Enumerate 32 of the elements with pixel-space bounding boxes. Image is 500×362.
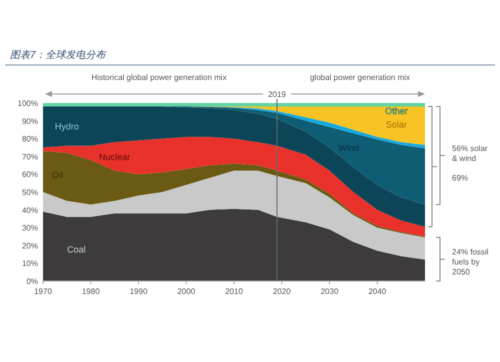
x-tick-label: 2010 bbox=[225, 287, 244, 296]
y-tick-label: 20% bbox=[22, 241, 38, 250]
series-label: Solar bbox=[386, 119, 407, 130]
series-label: Hydro bbox=[54, 122, 79, 132]
series-label: Wind bbox=[338, 143, 359, 154]
title: 图表7：全球发电分布 bbox=[10, 50, 106, 61]
series-label: Coal bbox=[67, 244, 86, 254]
y-tick-label: 60% bbox=[22, 170, 38, 180]
y-tick-label: 10% bbox=[22, 259, 38, 268]
x-tick-label: 1990 bbox=[130, 287, 148, 296]
y-tick-label: 80% bbox=[22, 134, 38, 144]
x-tick-label: 1970 bbox=[34, 287, 52, 296]
y-tick-label: 30% bbox=[22, 224, 38, 233]
y-tick-label: 50% bbox=[22, 188, 38, 197]
y-tick-label: 100% bbox=[18, 99, 38, 108]
series-label: Other bbox=[385, 106, 408, 116]
text: global power generation mix bbox=[310, 73, 410, 82]
y-tick-label: 90% bbox=[22, 116, 38, 126]
y-tick-label: 40% bbox=[22, 206, 38, 215]
x-tick-label: 1980 bbox=[82, 287, 100, 296]
ref-line-label: 2019 bbox=[268, 90, 286, 99]
x-tick-label: 2000 bbox=[177, 287, 196, 296]
text: 56% solar & wind bbox=[452, 144, 488, 164]
y-tick-label: 0% bbox=[26, 277, 38, 286]
x-tick-label: 2040 bbox=[368, 287, 387, 296]
x-tick-label: 2020 bbox=[272, 287, 292, 296]
x-tick-label: 2030 bbox=[320, 287, 339, 296]
series-label: Nuclear bbox=[99, 152, 130, 162]
text: 69% bbox=[452, 174, 468, 183]
text: Historical global power generation mix bbox=[91, 73, 227, 82]
text: 24% fossil fuels by 2050 bbox=[452, 247, 489, 276]
y-tick-label: 70% bbox=[22, 152, 38, 162]
